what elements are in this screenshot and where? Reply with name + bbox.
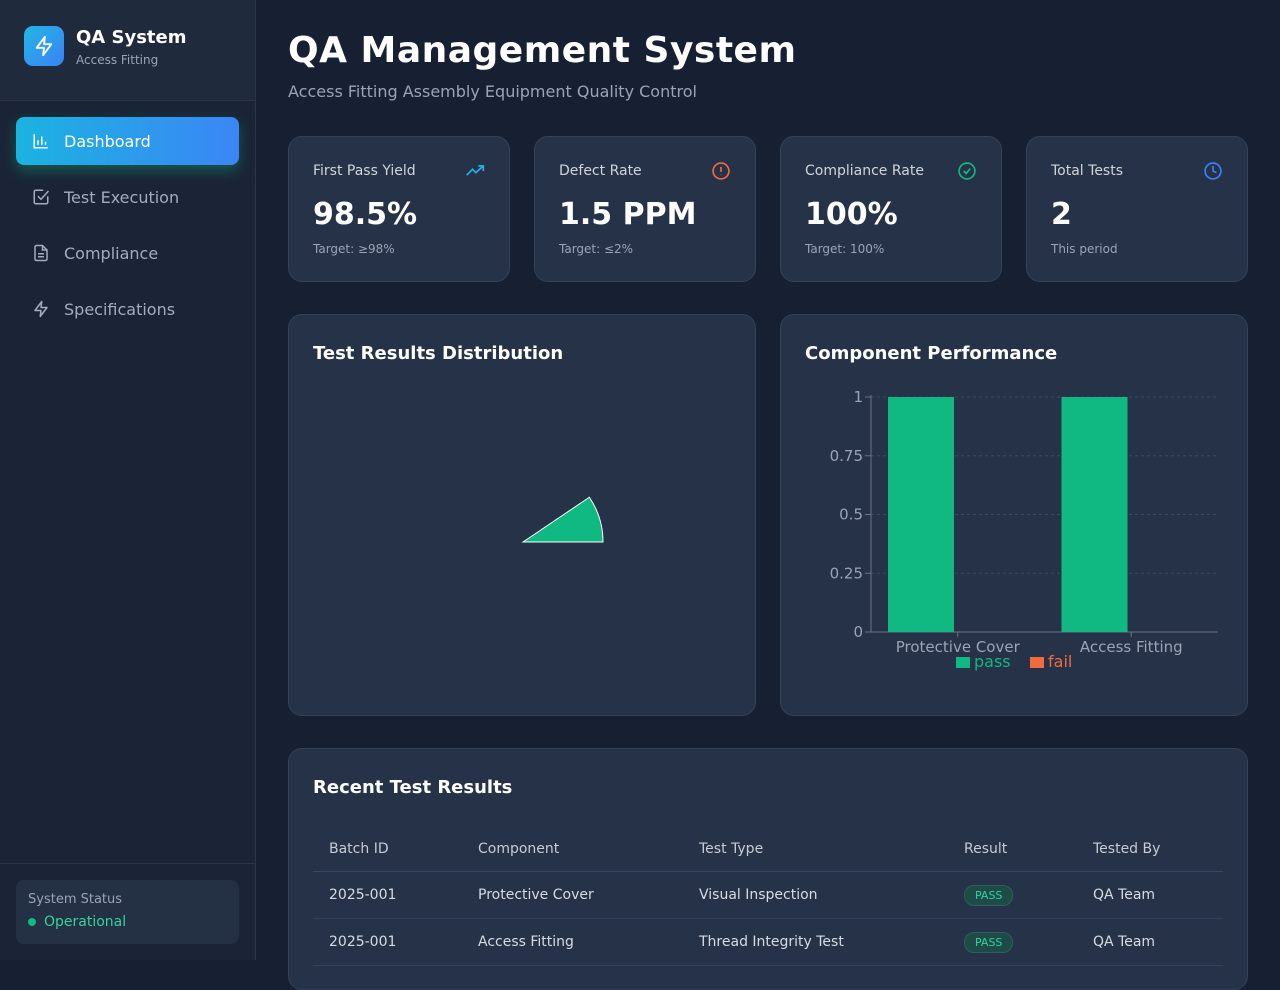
results-table: Batch ID Component Test Type Result Test… [313, 827, 1223, 966]
brand-title: QA System [76, 27, 187, 48]
lightning-icon [24, 26, 64, 66]
kpi-card-defect-rate: Defect Rate 1.5 PPM Target: ≤2% [534, 136, 756, 282]
kpi-value: 100% [805, 197, 898, 232]
kpi-note: Target: 100% [805, 242, 885, 256]
sidebar-item-specifications[interactable]: Specifications [16, 285, 239, 333]
legend-swatch [1030, 657, 1044, 668]
kpi-card-first-pass-yield: First Pass Yield 98.5% Target: ≥98% [288, 136, 510, 282]
document-icon [32, 244, 50, 262]
alert-circle-icon [711, 161, 731, 181]
bar-pass [888, 397, 954, 632]
legend-label: pass [974, 652, 1011, 671]
batch-id-cell: 2025-001 [313, 871, 462, 919]
kpi-note: Target: ≥98% [313, 242, 395, 256]
system-status-value: Operational [28, 914, 126, 930]
sidebar-item-label: Specifications [64, 299, 176, 319]
y-tick-label: 0 [853, 623, 863, 641]
kpi-card-total-tests: Total Tests 2 This period [1026, 136, 1248, 282]
page-title: QA Management System [288, 30, 797, 71]
check-circle-icon [957, 161, 977, 181]
sidebar: QA System Access Fitting Dashboard Test … [0, 0, 256, 960]
kpi-label: Compliance Rate [805, 163, 924, 179]
kpi-value: 98.5% [313, 197, 418, 232]
x-tick-label: Protective Cover [896, 638, 1021, 656]
brand: QA System Access Fitting [0, 0, 255, 101]
kpi-label: Total Tests [1051, 163, 1124, 179]
checkbox-icon [32, 188, 50, 206]
lightning-icon [32, 300, 50, 318]
panel-title: Component Performance [805, 343, 1058, 364]
y-tick-label: 0.75 [830, 447, 863, 465]
bar-chart: 0 0.25 0.5 0.75 1 Protective Cover Access Fitt… [830, 388, 1218, 671]
sidebar-item-label: Dashboard [64, 131, 151, 151]
sidebar-item-test-execution[interactable]: Test Execution [16, 173, 239, 221]
kpi-label: First Pass Yield [313, 163, 416, 179]
status-text: Operational [44, 914, 127, 930]
y-tick-label: 1 [853, 388, 863, 406]
test-type-cell: Thread Integrity Test [683, 918, 948, 966]
y-tick-label: 0.25 [830, 564, 863, 582]
column-header: Batch ID [313, 827, 462, 872]
column-header: Tested By [1077, 827, 1223, 872]
table-header-row: Batch ID Component Test Type Result Test… [313, 827, 1223, 872]
legend-label: fail [1048, 652, 1072, 671]
batch-id-cell: 2025-001 [313, 918, 462, 966]
tested-by-cell: QA Team [1077, 871, 1223, 919]
page-subtitle: Access Fitting Assembly Equipment Qualit… [288, 82, 697, 101]
kpi-card-compliance-rate: Compliance Rate 100% Target: 100% [780, 136, 1002, 282]
status-badge: PASS [964, 884, 1014, 906]
test-results-distribution-panel: Test Results Distribution [288, 314, 756, 716]
system-status-label: System Status [28, 892, 123, 907]
result-cell: PASS [948, 918, 1077, 966]
component-cell: Access Fitting [462, 918, 683, 966]
sidebar-item-label: Compliance [64, 243, 159, 263]
bar-pass [1061, 397, 1128, 632]
system-status: System Status Operational [16, 880, 239, 944]
table-row[interactable]: 2025-001 Access Fitting Thread Integrity… [313, 918, 1223, 966]
clock-icon [1203, 161, 1223, 181]
pie-slice [521, 496, 604, 543]
kpi-label: Defect Rate [559, 163, 642, 179]
panel-title: Recent Test Results [313, 777, 513, 798]
test-type-cell: Visual Inspection [683, 871, 948, 919]
result-cell: PASS [948, 871, 1077, 919]
recent-test-results-panel: Recent Test Results Batch ID Component T… [288, 748, 1248, 990]
x-tick-label: Access Fitting [1080, 638, 1183, 656]
y-tick-label: 0.5 [839, 506, 863, 524]
bar-chart-icon [32, 132, 50, 150]
sidebar-nav: Dashboard Test Execution Compliance Spec… [16, 117, 239, 341]
trending-up-icon [465, 161, 485, 181]
kpi-value: 2 [1051, 197, 1072, 232]
kpi-note: This period [1051, 242, 1118, 256]
brand-subtitle: Access Fitting [76, 53, 159, 67]
sidebar-item-label: Test Execution [64, 187, 180, 207]
sidebar-item-compliance[interactable]: Compliance [16, 229, 239, 277]
tested-by-cell: QA Team [1077, 918, 1223, 966]
column-header: Result [948, 827, 1077, 872]
table-row[interactable]: 2025-001 Protective Cover Visual Inspect… [313, 871, 1223, 919]
legend-swatch [956, 657, 970, 668]
sidebar-item-dashboard[interactable]: Dashboard [16, 117, 239, 165]
pie-chart [521, 496, 604, 543]
status-dot-icon [28, 918, 36, 926]
panel-title: Test Results Distribution [313, 343, 564, 364]
kpi-note: Target: ≤2% [559, 242, 634, 256]
kpi-value: 1.5 PPM [559, 197, 697, 232]
component-performance-panel: Component Performance 0 0.25 0.5 0.75 1 Prote… [780, 314, 1248, 716]
status-badge: PASS [964, 931, 1014, 953]
divider [0, 863, 255, 864]
column-header: Test Type [683, 827, 948, 872]
column-header: Component [462, 827, 683, 872]
component-cell: Protective Cover [462, 871, 683, 919]
